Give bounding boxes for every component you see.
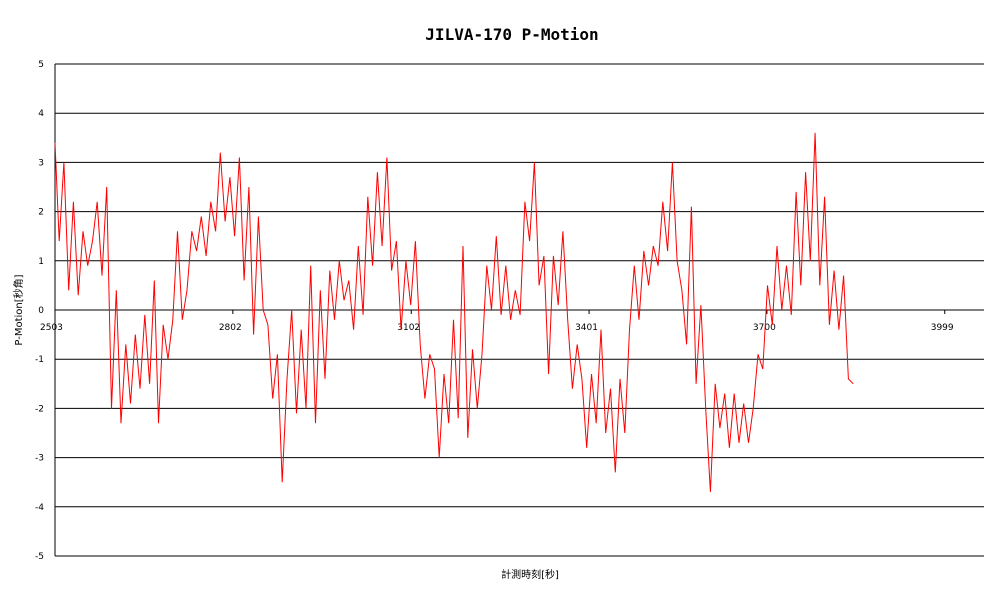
x-tick-label: 3102 — [397, 323, 420, 333]
chart-title: JILVA-170 P-Motion — [425, 25, 598, 44]
y-tick-label: -3 — [35, 454, 44, 464]
x-axis-ticks: 2503 2802 3102 3401 3700 3999 — [40, 310, 954, 333]
y-tick-label: -5 — [35, 552, 44, 562]
y-axis-label: P-Motion[秒角] — [12, 274, 25, 345]
y-axis-ticks: 5 4 3 2 1 0 -1 -2 -3 -4 -5 — [35, 60, 44, 562]
y-tick-label: 5 — [38, 60, 44, 70]
x-tick-label: 3999 — [931, 323, 954, 333]
x-tick-label: 2802 — [219, 323, 242, 333]
x-tick-label: 3700 — [753, 323, 776, 333]
y-tick-label: 1 — [38, 257, 44, 267]
y-tick-label: -1 — [35, 355, 44, 365]
y-tick-label: -2 — [35, 404, 44, 414]
y-tick-label: -4 — [35, 503, 44, 513]
x-tick-label: 3401 — [575, 323, 598, 333]
series-line-p-motion — [54, 132, 854, 493]
y-tick-label: 0 — [38, 306, 44, 316]
y-tick-label: 2 — [38, 208, 44, 218]
x-axis-label: 計測時刻[秒] — [501, 568, 559, 581]
y-tick-label: 4 — [38, 109, 44, 119]
x-tick-label: 2503 — [40, 323, 63, 333]
y-tick-label: 3 — [38, 158, 44, 168]
